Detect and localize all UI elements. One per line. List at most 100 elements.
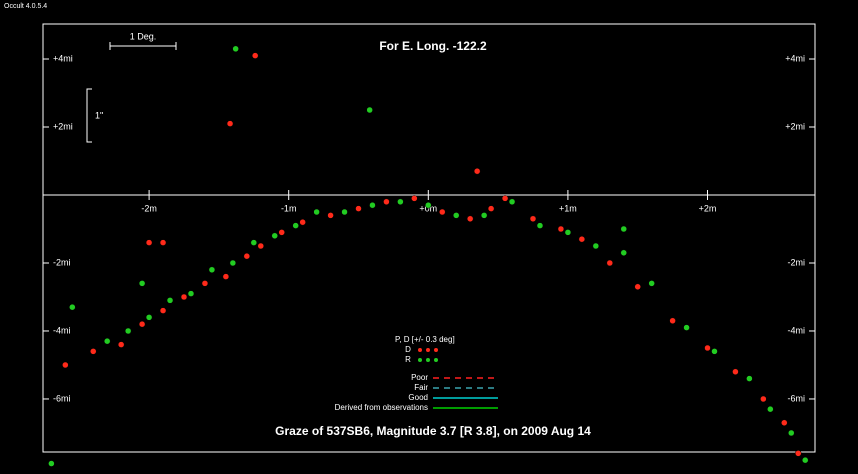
app-version: Occult 4.0.5.4	[4, 3, 47, 10]
point	[669, 317, 676, 325]
legend-swatch	[418, 348, 422, 352]
point	[536, 222, 544, 229]
point	[473, 167, 481, 175]
point	[62, 361, 69, 369]
legend-title: P, D [+/- 0.3 deg]	[395, 335, 455, 344]
point	[138, 320, 146, 328]
plot-frame	[42, 23, 816, 453]
y-tick-label: +2mi	[53, 121, 73, 131]
arcsec-scale-bar	[86, 88, 92, 143]
legend-label: Good	[408, 393, 428, 402]
arcsec-scale-label: 1"	[95, 110, 103, 120]
point	[313, 208, 320, 216]
legend-swatch	[426, 348, 430, 352]
point	[746, 375, 753, 382]
point	[794, 450, 802, 457]
point	[103, 337, 111, 345]
point	[529, 215, 537, 223]
legend-swatch	[426, 358, 430, 362]
point	[145, 314, 153, 321]
subtitle: For E. Long. -122.2	[379, 39, 487, 53]
point	[557, 225, 565, 233]
point	[226, 120, 234, 127]
x-tick-label: -1m	[281, 203, 297, 213]
point	[592, 242, 600, 250]
point	[201, 280, 209, 287]
legend-swatch	[434, 348, 438, 352]
point	[229, 259, 237, 267]
point	[292, 222, 299, 229]
point	[501, 195, 509, 202]
point	[145, 239, 153, 246]
point	[620, 225, 627, 233]
x-tick-label: -2m	[141, 203, 157, 213]
point	[299, 218, 306, 226]
point	[397, 198, 404, 206]
point	[801, 456, 809, 464]
point	[452, 212, 460, 219]
point	[634, 283, 641, 291]
point	[117, 341, 125, 348]
legend-swatch	[418, 358, 422, 362]
point	[271, 232, 278, 240]
point	[250, 239, 258, 246]
legend-label: R	[405, 355, 411, 364]
point	[187, 290, 195, 297]
point	[341, 208, 348, 216]
y-tick-label: +2mi	[785, 121, 805, 131]
point	[425, 201, 432, 209]
legend-label: D	[405, 345, 411, 354]
chart-title: Graze of 537SB6, Magnitude 3.7 [R 3.8], …	[275, 424, 591, 438]
point	[781, 419, 788, 427]
point	[711, 348, 718, 355]
point	[208, 266, 216, 274]
point	[69, 303, 76, 311]
point	[606, 259, 614, 267]
point	[683, 324, 690, 331]
x-tick-label: +1m	[559, 203, 577, 213]
point	[159, 307, 167, 314]
point	[487, 205, 495, 212]
point	[439, 208, 446, 216]
y-tick-label: -4mi	[53, 325, 71, 335]
point	[222, 273, 230, 280]
degree-scale-label: 1 Deg.	[130, 31, 157, 41]
point	[327, 212, 334, 219]
point	[767, 405, 774, 413]
y-tick-label: -2mi	[788, 257, 806, 267]
point	[620, 249, 627, 257]
point	[232, 45, 239, 53]
point	[159, 239, 167, 246]
point	[648, 280, 655, 287]
point	[355, 205, 362, 212]
point	[138, 280, 146, 287]
point	[166, 297, 174, 304]
y-tick-label: -6mi	[788, 393, 806, 403]
y-tick-label: -6mi	[53, 393, 71, 403]
y-tick-label: +4mi	[53, 53, 73, 63]
point	[508, 198, 516, 206]
point	[383, 198, 390, 206]
point	[704, 344, 711, 352]
legend-label: Fair	[414, 383, 428, 392]
point	[732, 368, 739, 376]
point	[124, 327, 132, 335]
point	[480, 212, 488, 219]
y-tick-label: -4mi	[788, 325, 806, 335]
point	[90, 348, 97, 355]
point	[466, 215, 474, 223]
legend-label: Poor	[411, 373, 428, 382]
point	[251, 52, 259, 59]
point	[564, 229, 572, 236]
point	[180, 293, 188, 301]
point	[369, 201, 376, 209]
point	[578, 235, 586, 243]
point	[411, 195, 418, 202]
point	[257, 242, 265, 250]
point	[243, 252, 251, 260]
point	[278, 229, 285, 236]
point	[760, 395, 767, 403]
point	[788, 429, 795, 437]
